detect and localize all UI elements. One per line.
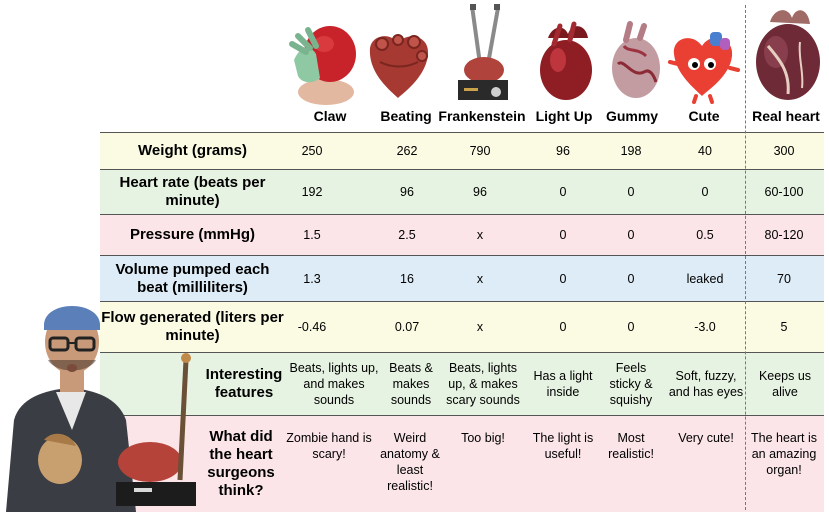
cell: 96 (400, 185, 414, 199)
cell: 0 (627, 271, 635, 286)
row-label: Volume pumped each beat (milliliters) (115, 260, 270, 296)
beating-heart-model-icon (369, 34, 428, 98)
row-label: Weight (grams) (138, 142, 247, 159)
column-header-claw: Claw (313, 108, 347, 124)
cell: The light is useful! (532, 431, 594, 461)
column-header-real-heart: Real heart (752, 108, 820, 124)
cell: -0.46 (297, 320, 327, 334)
cell: Beats, lights up, & makes scary sounds (446, 361, 520, 407)
cell: 0 (701, 185, 709, 199)
real-heart-icon (756, 10, 820, 100)
cell: x (476, 228, 484, 242)
cell: Weird anatomy & least realistic! (380, 431, 440, 493)
cell: x (476, 320, 484, 334)
row-divider (100, 255, 824, 256)
cell: 40 (698, 144, 712, 158)
cell: 0.5 (696, 228, 714, 242)
row-label: Interesting features (205, 366, 283, 401)
cell: 60-100 (764, 185, 804, 199)
cell: 0 (559, 271, 567, 286)
cell: x (476, 271, 484, 286)
row-surgeons: What did the heart surgeons think? Zombi… (100, 416, 824, 512)
cell: 262 (396, 144, 418, 158)
gummy-heart-model-icon (612, 21, 660, 98)
row-weight: Weight (grams) 250 262 790 96 198 40 300 (100, 133, 824, 169)
column-header-frankenstein: Frankenstein (438, 108, 526, 124)
cell: 0 (559, 228, 567, 242)
cell: -3.0 (694, 320, 716, 334)
cell: 1.5 (303, 228, 321, 242)
cell: 2.5 (398, 228, 416, 242)
cell: 70 (777, 271, 791, 286)
row-label: Flow generated (liters per minute) (101, 309, 284, 344)
row-volume: Volume pumped each beat (milliliters) 1.… (100, 256, 824, 301)
light-up-heart-model-icon (540, 21, 592, 100)
cell: leaked (686, 271, 724, 286)
row-flow: Flow generated (liters per minute) -0.46… (100, 302, 824, 352)
row-label: Pressure (mmHg) (129, 226, 256, 243)
cell: 96 (473, 185, 487, 199)
cell: Beats, lights up, and makes sounds (289, 361, 379, 407)
row-divider (100, 301, 824, 302)
cell: Very cute! (678, 431, 734, 445)
cell: 198 (620, 144, 642, 158)
row-pressure: Pressure (mmHg) 1.5 2.5 x 0 0 0.5 80-120 (100, 215, 824, 255)
cell: Zombie hand is scary! (286, 431, 372, 461)
cute-heart-plush-icon (668, 32, 740, 104)
row-divider (100, 415, 824, 416)
cell: Most realistic! (608, 431, 654, 461)
cell: 0 (627, 185, 635, 199)
cell: 5 (780, 320, 788, 334)
cell: 0 (627, 320, 635, 334)
cell: Beats & makes sounds (389, 361, 433, 407)
cell: Has a light inside (533, 369, 593, 399)
column-header-cute: Cute (688, 108, 720, 124)
row-divider (100, 132, 824, 133)
frankenstein-heart-model-icon (458, 4, 508, 100)
heart-surgeon-person-icon (6, 306, 196, 512)
cell: 0.07 (394, 320, 420, 334)
cell: 790 (469, 144, 491, 158)
column-header-gummy: Gummy (605, 108, 659, 124)
cell: Keeps us alive (758, 369, 812, 399)
cell: 0 (559, 185, 567, 199)
column-header-light-up: Light Up (535, 108, 593, 124)
cell: 1.3 (303, 271, 321, 286)
cell: 16 (400, 271, 414, 286)
cell: 96 (556, 144, 570, 158)
row-divider (100, 169, 824, 170)
cell: 192 (301, 185, 323, 199)
row-label: Heart rate (beats per minute) (119, 174, 266, 209)
row-heart-rate: Heart rate (beats per minute) 192 96 96 … (100, 170, 824, 214)
row-divider (100, 214, 824, 215)
real-heart-divider (745, 5, 746, 510)
cell: Too big! (461, 431, 505, 445)
row-features: Interesting features Beats, lights up, a… (100, 353, 824, 415)
row-label: What did the heart surgeons think? (207, 428, 275, 499)
cell: 250 (301, 144, 323, 158)
cell: 0 (627, 228, 635, 242)
cell: 80-120 (764, 228, 804, 242)
claw-heart-model-icon (289, 26, 356, 105)
cell: The heart is an amazing organ! (750, 431, 817, 477)
column-header-beating: Beating (380, 108, 432, 124)
row-divider (100, 352, 824, 353)
cell: Feels sticky & squishy (609, 361, 653, 407)
cell: 0 (559, 320, 567, 334)
cell: 300 (773, 144, 795, 158)
cell: Soft, fuzzy, and has eyes (668, 369, 744, 399)
